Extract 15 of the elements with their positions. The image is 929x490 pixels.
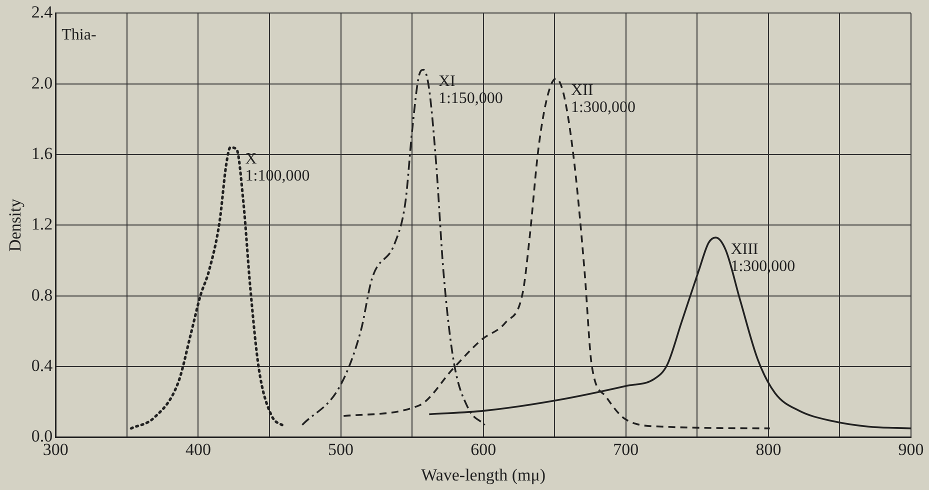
x-tick-label: 900 [898,440,924,459]
y-tick-label: 0.8 [31,285,53,304]
x-tick-label: 800 [756,440,782,459]
x-axis-title: Wave-length (mμ) [421,465,546,484]
x-tick-label: 500 [328,440,354,459]
y-tick-label: 1.6 [31,144,53,163]
x-tick-label: 700 [613,440,639,459]
y-tick-label: 2.0 [31,73,53,92]
y-tick-label: 2.4 [31,2,54,22]
y-axis-title: Density [6,198,25,252]
y-tick-label: 0.4 [31,356,54,375]
y-tick-label: 1.2 [31,214,53,234]
x-tick-label: 600 [470,440,496,459]
x-tick-label: 400 [185,440,211,459]
annotation: Thia- [62,26,96,44]
